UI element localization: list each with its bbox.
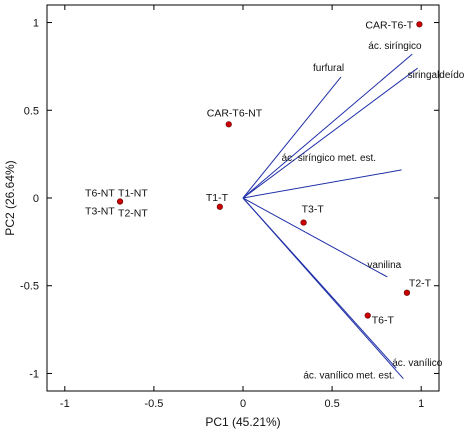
vector-label: ác. siríngico	[368, 41, 422, 52]
point-label: T6-NT	[85, 188, 115, 200]
score-point	[216, 203, 223, 210]
loading-vector	[242, 76, 342, 199]
score-point	[300, 219, 307, 226]
vector-label: siringaldeído	[408, 70, 465, 81]
loading-vector	[242, 197, 404, 380]
score-points: CAR-T6-T CAR-T6-NT T1-T T3-T T2-T T6-T T6-NT T1…	[85, 19, 432, 326]
point-label: T1-T	[206, 192, 229, 204]
score-point	[225, 121, 232, 128]
vector-label: ác. vanílico met. est.	[303, 371, 394, 382]
x-tick-label: 0.5	[324, 398, 339, 410]
point-label: T1-NT	[118, 188, 148, 200]
loading-vectors: ác. siríngico siringaldeído furfural ác. si…	[242, 41, 465, 382]
loading-vector	[242, 53, 413, 199]
axis-ticks: -1 -0.5 0 0.5 1 -1 -0.5 0 0.5 1	[20, 5, 439, 410]
point-label: T6-T	[372, 315, 395, 327]
vector-label: ác. vanílico	[392, 358, 442, 369]
x-tick-label: -1	[60, 398, 70, 410]
y-axis-label: PC2 (26.64%)	[3, 160, 17, 235]
point-label: CAR-T6-T	[365, 19, 413, 31]
y-tick-label: -0.5	[20, 281, 39, 293]
vector-label: ác. siríngico met. est.	[282, 153, 376, 164]
vector-label: furfural	[313, 63, 344, 74]
point-label: CAR-T6-NT	[207, 107, 263, 119]
vector-label: vanilina	[367, 260, 401, 271]
point-label: T3-NT	[85, 206, 115, 218]
y-tick-label: 1	[33, 18, 39, 30]
x-tick-label: 0	[240, 398, 246, 410]
score-point	[416, 21, 423, 28]
loading-vector	[242, 197, 388, 278]
x-tick-label: 1	[418, 398, 424, 410]
loading-vector	[242, 169, 402, 199]
score-point	[364, 312, 371, 319]
x-tick-label: -0.5	[144, 398, 163, 410]
point-label: T3-T	[302, 204, 325, 216]
y-tick-label: 0.5	[24, 105, 39, 117]
y-tick-label: 0	[33, 193, 39, 205]
x-axis-label: PC1 (45.21%)	[205, 415, 280, 429]
score-point	[403, 289, 411, 296]
y-tick-label: -1	[29, 368, 39, 380]
point-label: T2-T	[409, 278, 432, 290]
score-point	[116, 198, 124, 205]
loading-vector	[242, 67, 418, 199]
point-label: T2-NT	[118, 208, 148, 220]
